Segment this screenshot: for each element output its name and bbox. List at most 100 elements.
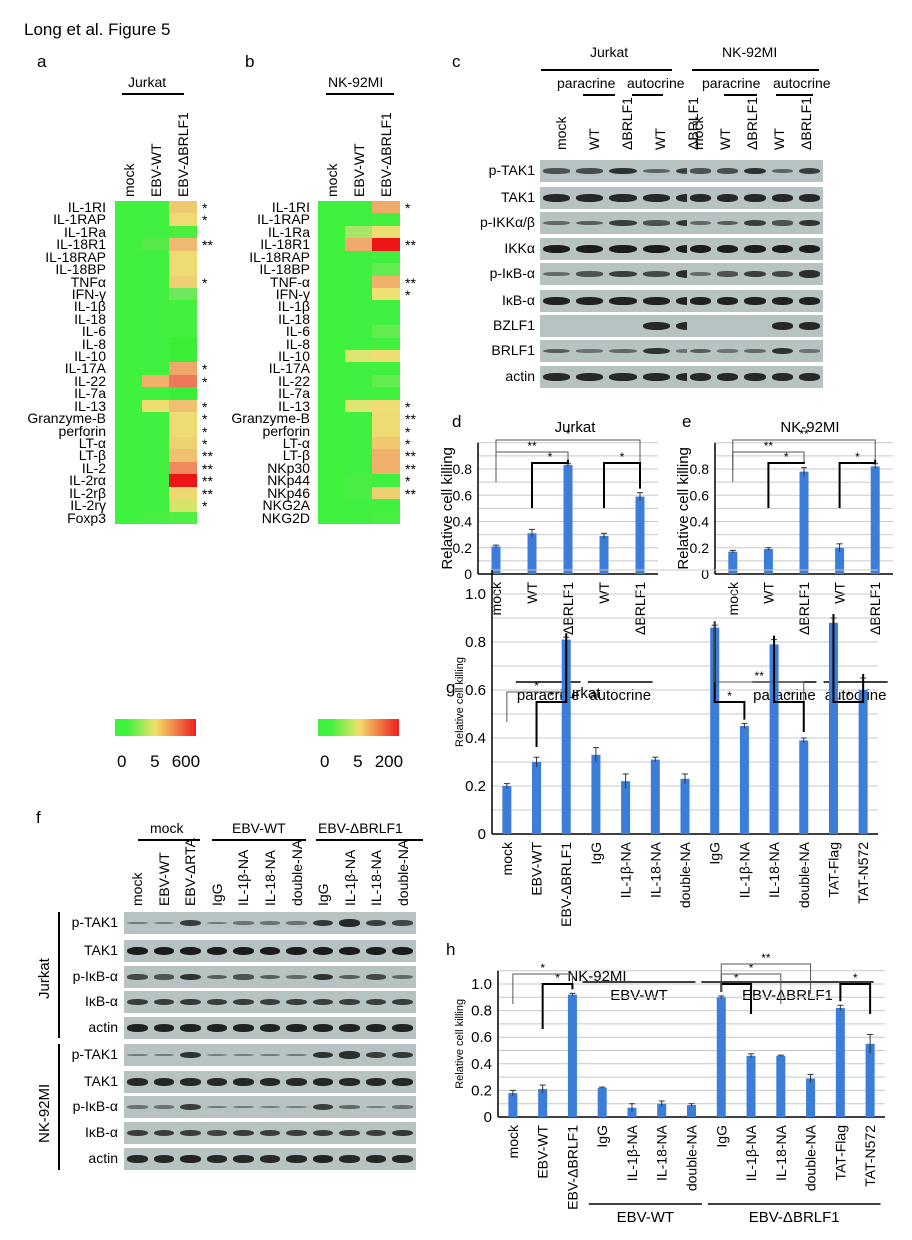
heatmap-cell (372, 350, 400, 363)
row-label: IL-1RAP (53, 211, 106, 228)
protein-band (642, 373, 670, 381)
protein-band (717, 349, 739, 353)
x-tick-label: IgG (588, 842, 604, 865)
heatmap-cell (142, 350, 170, 363)
heatmap-cell (372, 325, 400, 339)
significance-marker: * (566, 427, 571, 441)
protein-band (153, 946, 175, 956)
colorbar-tick: 5 (150, 752, 160, 771)
protein-band (339, 974, 360, 980)
protein-band (365, 1024, 387, 1032)
row-label: IL-8 (285, 335, 310, 352)
blot-row-label: p-IκB-α (489, 265, 535, 281)
x-tick-label: ΔBRLF1 (796, 582, 812, 635)
heatmap-cell (318, 238, 346, 252)
blot-strip (124, 1096, 416, 1118)
heatmap-cell (115, 201, 143, 214)
heatmap-cell (115, 337, 143, 351)
significance-marker: ** (202, 473, 213, 490)
protein-band (576, 194, 604, 202)
group-label: NK-92MI (722, 44, 778, 60)
protein-band (206, 921, 228, 925)
heatmap-cell (115, 275, 143, 289)
significance-marker: * (405, 473, 411, 490)
protein-band (771, 244, 793, 254)
row-label: LT-α (282, 434, 310, 451)
bar (508, 1093, 518, 1117)
significance-marker: ** (799, 427, 809, 441)
colorbar (115, 719, 196, 736)
heatmap-cell (372, 436, 400, 450)
heatmap-cell (318, 287, 346, 301)
heatmap-cell (115, 424, 143, 438)
protein-band (233, 1155, 254, 1163)
bar (799, 740, 809, 834)
protein-band (576, 349, 604, 353)
protein-band (365, 919, 387, 927)
heatmap-cell (372, 238, 400, 252)
y-tick-label: 1.0 (471, 976, 492, 993)
x-tick-label: mock (505, 1124, 521, 1158)
y-axis-label: Relative cell killing (454, 999, 466, 1089)
heatmap-cell (318, 436, 346, 450)
y-tick-label: 0 (484, 1109, 492, 1126)
protein-band (233, 1105, 254, 1109)
significance-marker: ** (405, 411, 416, 428)
protein-band (339, 946, 360, 956)
y-tick-label: 0.4 (465, 730, 486, 747)
heatmap-a-group-line (122, 93, 184, 95)
protein-band (717, 271, 739, 277)
bar (806, 1078, 816, 1117)
protein-band (180, 919, 201, 927)
heatmap-cell (372, 399, 400, 413)
panel-label-c: c (452, 52, 461, 71)
heatmap-cell (142, 213, 170, 227)
protein-band (312, 1078, 334, 1086)
heatmap-cell (142, 287, 170, 301)
heatmap-cell (345, 213, 373, 227)
significance-marker: * (555, 971, 560, 985)
heatmap-cell (169, 387, 197, 401)
heatmap-cell (345, 474, 373, 488)
heatmap-cell (142, 412, 170, 426)
subgroup-line (632, 94, 663, 96)
protein-band (609, 373, 637, 381)
protein-band (690, 244, 712, 254)
heatmap-cell (142, 263, 170, 276)
protein-band (798, 349, 820, 353)
row-label: IL-1RAP (257, 211, 310, 228)
heatmap-cell (345, 325, 373, 339)
row-label: IL-7a (74, 385, 106, 402)
protein-band (127, 1105, 148, 1109)
colorbar-tick: 5 (353, 752, 363, 771)
row-label: IL-13 (278, 397, 310, 414)
heatmap-cell (115, 436, 143, 450)
protein-band (365, 1078, 387, 1086)
protein-band (392, 1051, 413, 1059)
heatmap-cell (372, 474, 400, 488)
protein-band (339, 1024, 360, 1032)
protein-band (798, 373, 820, 381)
blot-strip (540, 315, 706, 337)
heatmap-cell (115, 213, 143, 227)
chart-title: NK-92MI (780, 419, 839, 436)
protein-band (286, 1129, 307, 1137)
heatmap-cell (142, 424, 170, 438)
heatmap-cell (142, 275, 170, 289)
blot-row-label: TAK1 (84, 1073, 118, 1089)
protein-band (717, 297, 739, 305)
protein-band (798, 322, 820, 330)
significance-marker: * (405, 398, 411, 415)
heatmap-cell (318, 337, 346, 351)
protein-band (153, 921, 175, 925)
row-label: IL-1Ra (267, 223, 310, 240)
x-tick-label: EBV-ΔBRLF1 (564, 1125, 580, 1210)
x-tick-label: WT (832, 582, 848, 604)
heatmap-cell (115, 374, 143, 388)
panel-label-g: g (446, 678, 456, 697)
protein-band (609, 219, 637, 227)
heatmap-cell (169, 263, 197, 276)
heatmap-cell (372, 250, 400, 264)
row-label: IL-13 (74, 397, 106, 414)
significance-marker: * (734, 971, 739, 985)
